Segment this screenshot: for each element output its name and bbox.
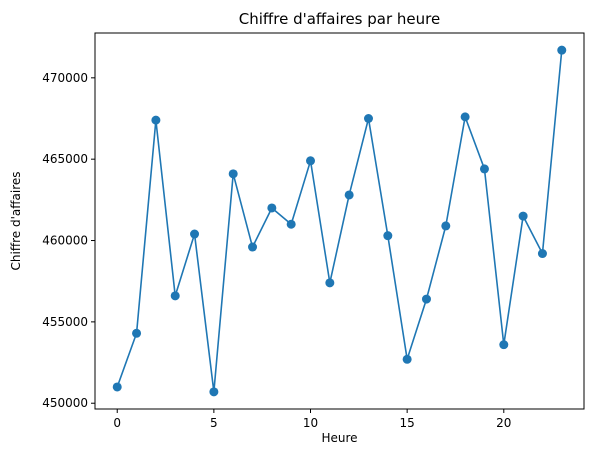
data-point <box>460 112 470 122</box>
data-point <box>344 190 354 200</box>
data-point <box>479 164 489 174</box>
data-point <box>421 294 431 304</box>
x-tick-label: 15 <box>400 416 415 430</box>
plot-frame <box>94 32 585 410</box>
y-tick-label: 465000 <box>42 152 88 166</box>
y-tick-label: 455000 <box>42 315 88 329</box>
x-tick-label: 20 <box>496 416 511 430</box>
data-point <box>286 219 296 229</box>
data-point <box>557 45 567 55</box>
data-point <box>306 156 316 166</box>
axis-ticks: 0 5 10 15 20 450000 455000 460000 465000 470000 <box>42 71 511 430</box>
data-point <box>402 354 412 364</box>
y-tick-label: 470000 <box>42 71 88 85</box>
data-point <box>209 387 219 397</box>
data-point <box>151 115 161 125</box>
y-tick-label: 450000 <box>42 396 88 410</box>
x-tick-label: 10 <box>303 416 318 430</box>
data-point <box>537 249 547 259</box>
chart-title: Chiffre d'affaires par heure <box>239 10 440 28</box>
data-point <box>363 113 373 123</box>
plot-area: 0 5 10 15 20 450000 455000 460000 465000 470000 <box>42 32 585 430</box>
data-point <box>518 211 528 221</box>
data-point <box>267 203 277 213</box>
y-tick-label: 460000 <box>42 234 88 248</box>
data-point <box>441 221 451 231</box>
data-point <box>499 340 509 350</box>
x-tick-label: 5 <box>210 416 218 430</box>
data-point <box>170 291 180 301</box>
data-point <box>325 278 335 288</box>
data-point <box>190 229 200 239</box>
data-point <box>228 169 238 179</box>
y-axis-label: Chiffre d'affaires <box>9 172 23 271</box>
data-point <box>383 231 393 241</box>
data-point <box>112 382 122 392</box>
series-layer <box>112 45 567 397</box>
x-tick-label: 0 <box>113 416 121 430</box>
x-axis-label: Heure <box>321 431 357 445</box>
series-line <box>116 50 563 393</box>
data-point <box>248 242 258 252</box>
data-point <box>132 328 142 338</box>
